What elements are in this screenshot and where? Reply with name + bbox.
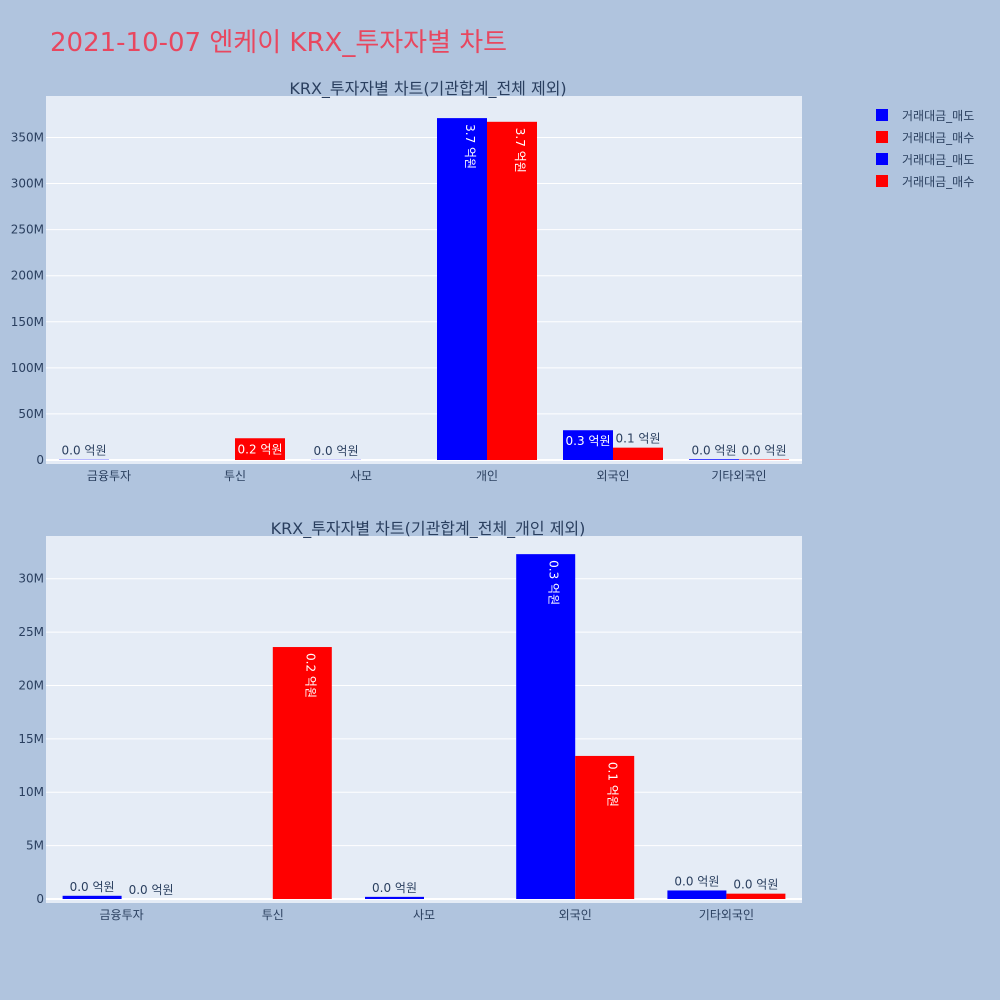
chart-title: KRX_투자자별 차트(기관합계_전체 제외)	[289, 79, 566, 99]
data-label: 0.0 억원	[733, 878, 778, 892]
y-tick-label: 50M	[18, 407, 44, 421]
data-label: 3.7 억원	[463, 124, 477, 169]
data-label: 0.0 억원	[674, 874, 719, 888]
y-tick-label: 250M	[11, 223, 44, 237]
bar	[437, 118, 487, 460]
bar	[575, 755, 635, 899]
chart-title: KRX_투자자별 차트(기관합계_전체_개인 제외)	[271, 519, 586, 539]
x-tick-label: 기타외국인	[699, 908, 754, 922]
x-tick-label: 금융투자	[100, 908, 144, 922]
legend-swatch-sell	[876, 153, 888, 165]
legend-label: 거래대금_매도	[902, 108, 975, 123]
y-tick-label: 0	[36, 892, 44, 906]
bar	[516, 554, 576, 899]
data-label: 0.1 억원	[606, 762, 620, 807]
y-tick-label: 350M	[11, 130, 44, 144]
legend-item[interactable]: 거래대금_매도	[870, 148, 974, 170]
y-tick-label: 200M	[11, 269, 44, 283]
x-tick-label: 사모	[413, 908, 435, 922]
bar	[235, 438, 285, 460]
legend-item[interactable]: 거래대금_매수	[870, 170, 974, 192]
bar	[726, 893, 786, 899]
legend-item[interactable]: 거래대금_매도	[870, 104, 974, 126]
legend-label: 거래대금_매수	[902, 174, 975, 189]
legend-label: 거래대금_매수	[902, 130, 975, 145]
x-tick-label: 투신	[262, 908, 284, 922]
y-tick-label: 25M	[18, 625, 44, 639]
bar	[62, 895, 122, 899]
bar	[613, 447, 663, 460]
y-tick-label: 5M	[26, 839, 44, 853]
y-tick-label: 20M	[18, 678, 44, 692]
legend-swatch-buy	[876, 175, 888, 187]
x-tick-label: 기타외국인	[711, 469, 766, 483]
legend-label: 거래대금_매도	[902, 152, 975, 167]
y-tick-label: 10M	[18, 785, 44, 799]
data-label: 0.0 억원	[62, 444, 107, 458]
legend-item[interactable]: 거래대금_매수	[870, 126, 974, 148]
bar	[365, 896, 424, 899]
data-label: 0.0 억원	[742, 444, 787, 458]
plot-area	[46, 96, 802, 464]
legend-swatch-buy	[876, 131, 888, 143]
legend: 거래대금_매도 거래대금_매수 거래대금_매도 거래대금_매수	[870, 104, 974, 192]
y-tick-label: 15M	[18, 732, 44, 746]
x-tick-label: 사모	[350, 469, 372, 483]
data-label: 0.3 억원	[547, 560, 561, 605]
y-tick-label: 300M	[11, 177, 44, 191]
data-label: 0.1 억원	[616, 432, 661, 446]
data-label: 0.3 억원	[566, 434, 611, 448]
data-label: 0.0 억원	[372, 881, 417, 895]
data-label: 0.0 억원	[314, 444, 359, 458]
page-title: 2021-10-07 엔케이 KRX_투자자별 차트	[50, 28, 508, 58]
data-label: 0.0 억원	[129, 883, 174, 897]
data-label: 0.0 억원	[70, 880, 115, 894]
data-label: 3.7 억원	[513, 128, 527, 173]
x-tick-label: 금융투자	[87, 469, 131, 483]
x-tick-label: 개인	[476, 469, 498, 483]
y-tick-label: 100M	[11, 361, 44, 375]
data-label: 0.0 억원	[692, 443, 737, 457]
bar	[563, 430, 613, 460]
x-tick-label: 외국인	[596, 469, 629, 483]
y-tick-label: 30M	[18, 572, 44, 586]
y-tick-label: 0	[36, 453, 44, 467]
legend-swatch-sell	[876, 109, 888, 121]
bar	[487, 121, 537, 461]
x-tick-label: 외국인	[559, 908, 592, 922]
bar	[272, 647, 332, 899]
data-label: 0.2 억원	[303, 653, 317, 698]
plot-area	[46, 536, 802, 903]
bar	[689, 459, 739, 460]
bar	[667, 890, 727, 899]
data-label: 0.2 억원	[238, 442, 283, 456]
y-tick-label: 150M	[11, 315, 44, 329]
x-tick-label: 투신	[224, 469, 246, 483]
